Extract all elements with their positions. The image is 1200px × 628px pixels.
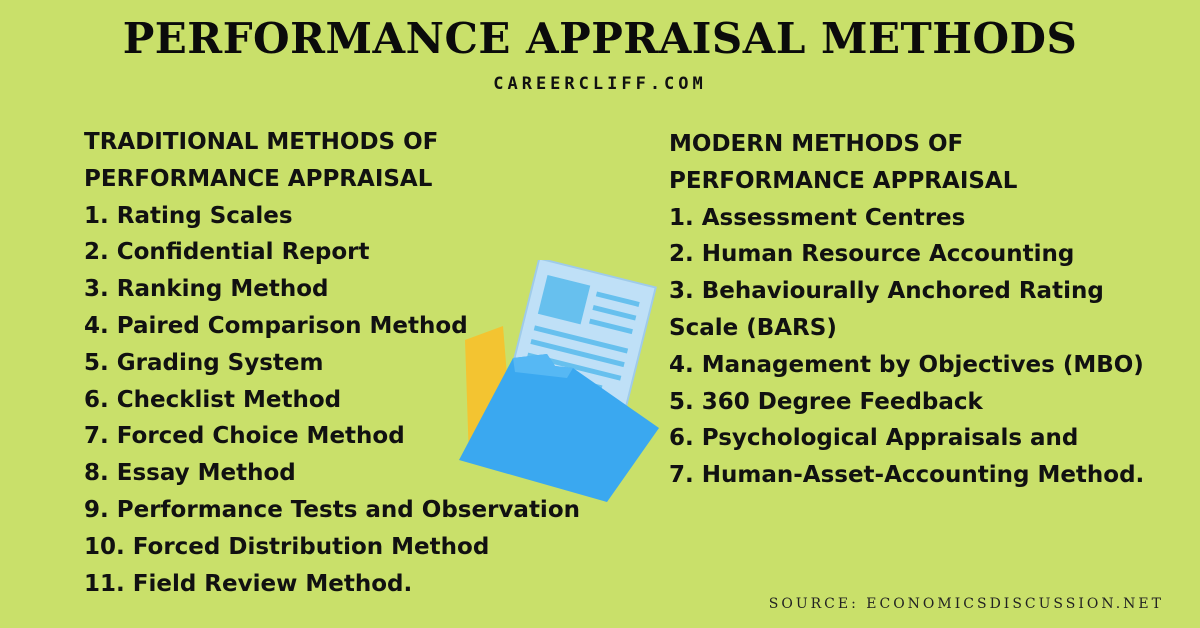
list-item: 6. Psychological Appraisals and	[669, 425, 1079, 452]
list-item: 3. Behaviourally Anchored Rating	[669, 278, 1104, 305]
list-item: 5. 360 Degree Feedback	[669, 388, 983, 415]
modern-heading-line-2: PERFORMANCE APPRAISAL	[669, 167, 1018, 194]
site-name: CAREERCLIFF.COM	[493, 74, 707, 94]
source-credit: SOURCE: ECONOMICSDISCUSSION.NET	[768, 596, 1164, 612]
folder-tab-icon	[513, 354, 573, 378]
list-item: 6. Checklist Method	[84, 386, 342, 413]
list-item: 8. Essay Method	[84, 460, 296, 487]
blue-folder-icon	[459, 354, 659, 502]
modern-methods-list: MODERN METHODS OF PERFORMANCE APPRAISAL …	[669, 126, 1144, 494]
traditional-heading-line-2: PERFORMANCE APPRAISAL	[84, 165, 433, 192]
traditional-methods-list: TRADITIONAL METHODS OF PERFORMANCE APPRA…	[84, 124, 580, 602]
list-item: 7. Forced Choice Method	[84, 423, 405, 450]
list-item: 1. Assessment Centres	[669, 204, 966, 231]
list-item: 10. Forced Distribution Method	[84, 533, 490, 560]
traditional-heading-line-1: TRADITIONAL METHODS OF	[84, 129, 439, 155]
page-title: PERFORMANCE APPRAISAL METHODS	[122, 14, 1078, 63]
list-item: 3. Ranking Method	[84, 276, 329, 303]
modern-heading-line-1: MODERN METHODS OF	[669, 131, 964, 157]
list-item: 5. Grading System	[84, 349, 324, 376]
list-item: 9. Performance Tests and Observation	[84, 496, 580, 523]
folder-with-documents-icon	[459, 260, 659, 502]
list-item: Scale (BARS)	[669, 314, 837, 341]
list-item: 4. Management by Objectives (MBO)	[669, 351, 1144, 378]
list-item: 2. Confidential Report	[84, 239, 370, 266]
list-item: 7. Human-Asset-Accounting Method.	[669, 462, 1145, 489]
list-item: 1. Rating Scales	[84, 202, 293, 229]
list-item: 11. Field Review Method.	[84, 570, 413, 597]
list-item: 4. Paired Comparison Method	[84, 312, 468, 339]
list-item: 2. Human Resource Accounting	[669, 241, 1075, 268]
